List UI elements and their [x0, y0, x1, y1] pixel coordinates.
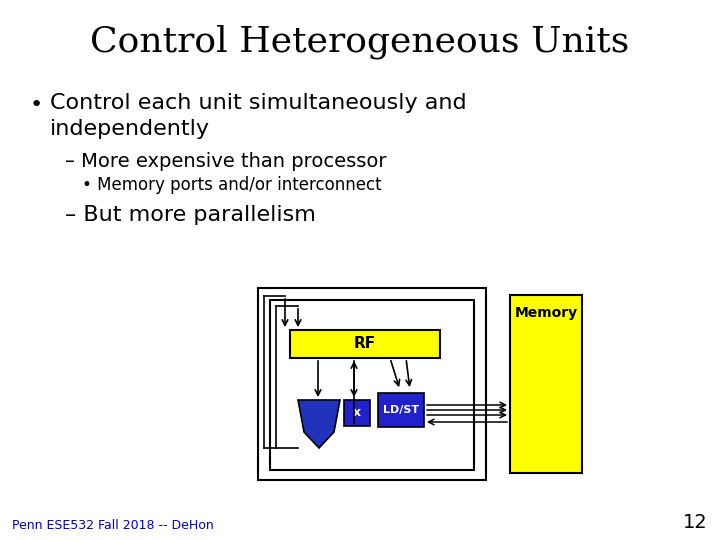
Text: – But more parallelism: – But more parallelism	[65, 205, 316, 225]
Bar	[258, 288, 486, 480]
Text: – More expensive than processor: – More expensive than processor	[65, 152, 387, 171]
Text: Control Heterogeneous Units: Control Heterogeneous Units	[91, 25, 629, 59]
Text: Penn ESE532 Fall 2018 -- DeHon: Penn ESE532 Fall 2018 -- DeHon	[12, 519, 214, 532]
Text: •: •	[30, 95, 43, 115]
Text: RF: RF	[354, 336, 376, 352]
Bar	[510, 295, 582, 473]
Text: • Memory ports and/or interconnect: • Memory ports and/or interconnect	[82, 176, 382, 194]
Bar	[270, 300, 474, 470]
Text: Control each unit simultaneously and
independently: Control each unit simultaneously and ind…	[50, 93, 467, 139]
Bar	[344, 400, 370, 426]
Bar	[290, 330, 440, 358]
Text: LD/ST: LD/ST	[383, 405, 419, 415]
Polygon shape	[298, 400, 340, 448]
Text: 12: 12	[683, 513, 708, 532]
Text: x: x	[353, 407, 361, 420]
Text: Memory: Memory	[514, 306, 577, 320]
Bar	[378, 393, 424, 427]
